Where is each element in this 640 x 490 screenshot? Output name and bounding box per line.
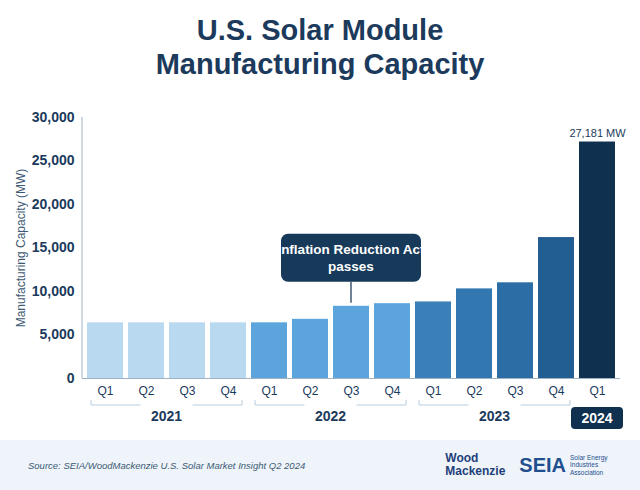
svg-text:Q1: Q1 — [97, 384, 113, 398]
svg-text:Q3: Q3 — [343, 384, 359, 398]
svg-text:Q3: Q3 — [507, 384, 523, 398]
svg-text:Q4: Q4 — [548, 384, 564, 398]
svg-text:Q3: Q3 — [179, 384, 195, 398]
svg-text:2021: 2021 — [151, 408, 182, 424]
html-text:U.S. Solar Module Manufacturin: U.S. Solar Module Manufacturing Capacity — [155, 14, 485, 80]
svg-text:30,000: 30,000 — [32, 109, 75, 125]
svg-text:Q2: Q2 — [138, 384, 154, 398]
svg-text:2022: 2022 — [315, 408, 346, 424]
svg-text:25,000: 25,000 — [32, 152, 75, 168]
svg-text:Inflation Reduction Actpasses: Inflation Reduction Actpasses — [277, 242, 425, 274]
html-text:Solar Energy Industries Associ: Solar Energy Industries Association — [570, 454, 608, 476]
svg-text:Q1: Q1 — [261, 384, 277, 398]
html-text:SEIA: SEIA — [519, 453, 566, 476]
svg-text:Q1: Q1 — [589, 384, 605, 398]
svg-text:Q2: Q2 — [466, 384, 482, 398]
svg-text:20,000: 20,000 — [32, 196, 75, 212]
svg-text:10,000: 10,000 — [32, 283, 75, 299]
html-text:Source: SEIA/WoodMackenzie U.S: Source: SEIA/WoodMackenzie U.S. Solar Ma… — [28, 459, 306, 471]
svg-text:2024: 2024 — [581, 410, 612, 426]
svg-text:Q1: Q1 — [425, 384, 441, 398]
svg-text:Q4: Q4 — [384, 384, 400, 398]
svg-text:0: 0 — [67, 370, 75, 386]
svg-text:27,181 MW: 27,181 MW — [569, 127, 626, 139]
svg-text:Manufacturing Capacity (MW): Manufacturing Capacity (MW) — [14, 169, 28, 328]
svg-text:Q2: Q2 — [302, 384, 318, 398]
svg-text:2023: 2023 — [479, 408, 510, 424]
svg-text:15,000: 15,000 — [32, 239, 75, 255]
html-text:Wood Mackenzie: Wood Mackenzie — [445, 451, 506, 478]
svg-text:Q4: Q4 — [220, 384, 236, 398]
svg-text:5,000: 5,000 — [39, 326, 74, 342]
